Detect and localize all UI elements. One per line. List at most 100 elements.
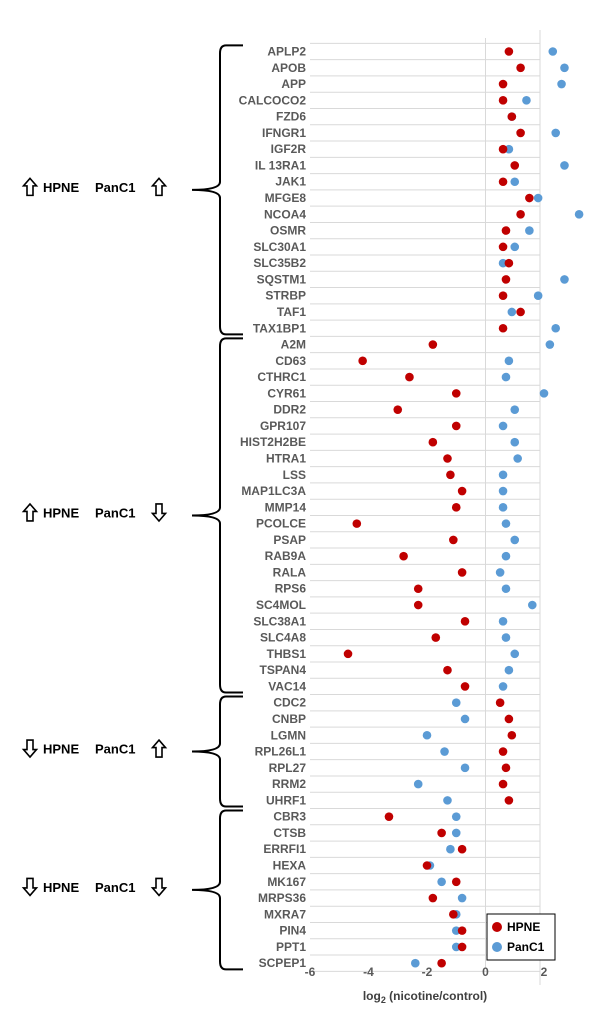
legend-panc1-label: PanC1 <box>507 940 545 954</box>
gene-label: APOB <box>271 61 306 75</box>
group-label-hpne: HPNE <box>43 742 79 757</box>
hpne-point <box>516 210 525 219</box>
hpne-point <box>457 926 467 935</box>
panc1-point <box>560 275 569 284</box>
gene-label: VAC14 <box>268 679 306 693</box>
gene-label: MAP1LC3A <box>241 484 306 498</box>
group-bracket <box>191 44 243 336</box>
x-axis-ticks: -6-4-2024 <box>305 965 548 979</box>
gene-label: PSAP <box>273 533 306 547</box>
group-bracket <box>191 337 243 694</box>
gene-labels: APLP2 APOB APP CALCOCO2 FZD6 IFNGR1 IGF2R IL 13… <box>239 45 307 971</box>
panc1-point <box>495 568 505 577</box>
gene-label: GPR107 <box>260 419 306 433</box>
legend: HPNE PanC1 <box>486 913 556 961</box>
panc1-point <box>501 633 511 642</box>
gene-label: SLC30A1 <box>253 240 306 254</box>
group-label-panc1: PanC1 <box>95 180 135 195</box>
hpne-point <box>498 79 508 89</box>
hpne-point <box>437 958 446 968</box>
gene-label: CALCOCO2 <box>239 93 307 107</box>
gene-label: MK167 <box>267 875 306 889</box>
hpne-point <box>428 437 438 447</box>
legend-box <box>486 913 556 961</box>
hpne-point <box>504 258 514 268</box>
gene-label: CYR61 <box>267 386 306 400</box>
panc1-point <box>507 307 517 317</box>
hpne-point <box>507 730 517 740</box>
x-tick-label: -2 <box>422 965 433 979</box>
hpne-point <box>449 910 458 919</box>
gene-label: MXRA7 <box>264 907 306 921</box>
gene-label: TAX1BP1 <box>253 321 306 335</box>
gene-label: LGMN <box>271 728 306 742</box>
panc1-point <box>548 47 558 56</box>
down-arrow-icon <box>150 503 168 523</box>
gene-label: HTRA1 <box>266 452 306 466</box>
hpne-point <box>501 275 511 284</box>
panc1-point <box>498 617 508 626</box>
gene-label: SC4MOL <box>256 598 306 612</box>
hpne-point <box>516 307 525 317</box>
hpne-point <box>495 698 505 707</box>
hpne-point <box>516 128 525 138</box>
panc1-point <box>451 698 461 707</box>
gene-label: STRBP <box>265 289 306 303</box>
gene-label: MMP14 <box>265 500 307 514</box>
panc1-point <box>510 649 520 659</box>
panc1-point <box>557 79 566 89</box>
group-label-panc1: PanC1 <box>95 880 135 895</box>
hpne-point <box>405 372 414 382</box>
panc1-point <box>522 96 531 105</box>
up-arrow-icon <box>21 502 39 522</box>
panc1-point <box>498 503 508 512</box>
panc1-point <box>510 242 520 252</box>
hpne-point <box>451 421 461 431</box>
group-label-hpne: HPNE <box>43 180 79 195</box>
gene-label: SCPEP1 <box>259 956 307 970</box>
gene-label: LSS <box>283 468 306 482</box>
hpne-point <box>498 747 508 756</box>
panc1-point <box>560 63 569 73</box>
hpne-point <box>498 242 508 252</box>
gene-label: RPL26L1 <box>255 745 307 759</box>
panc1-point <box>498 470 508 480</box>
up-arrow-icon <box>150 177 168 197</box>
group-brackets <box>191 44 243 971</box>
hpne-point <box>413 600 423 610</box>
hpne-point <box>443 665 452 675</box>
hpne-point <box>501 226 511 235</box>
x-tick-label: 0 <box>482 965 489 979</box>
hpne-point <box>498 177 508 187</box>
group-label-hpne: HPNE <box>43 880 79 895</box>
hpne-point <box>457 844 467 854</box>
panc1-point <box>501 551 511 561</box>
hpne-point <box>457 486 467 496</box>
panc1-point <box>510 177 520 187</box>
gene-label: SLC4A8 <box>260 631 306 645</box>
panc1-point <box>510 437 520 447</box>
gene-label: RAB9A <box>265 549 307 563</box>
legend-panc1-marker <box>492 942 502 952</box>
panc1-point <box>539 389 549 398</box>
hpne-point <box>507 112 517 121</box>
gene-label: CDC2 <box>273 696 306 710</box>
gene-label: PCOLCE <box>256 517 306 531</box>
hpne-point <box>422 861 432 870</box>
gene-label: PPT1 <box>276 940 306 954</box>
hpne-point <box>428 893 438 903</box>
hpne-point <box>460 617 470 626</box>
gene-label: JAK1 <box>275 175 306 189</box>
hpne-point <box>498 779 508 789</box>
gridlines <box>310 42 540 972</box>
gene-label: CD63 <box>275 354 306 368</box>
panc1-point <box>574 210 584 219</box>
hpne-point <box>437 828 446 838</box>
gene-label: SQSTM1 <box>257 272 307 286</box>
panc1-point <box>501 584 511 594</box>
gene-label: FZD6 <box>276 110 306 124</box>
panc1-point <box>411 958 420 968</box>
gene-label: IGF2R <box>271 142 307 156</box>
gene-label: OSMR <box>270 224 306 238</box>
